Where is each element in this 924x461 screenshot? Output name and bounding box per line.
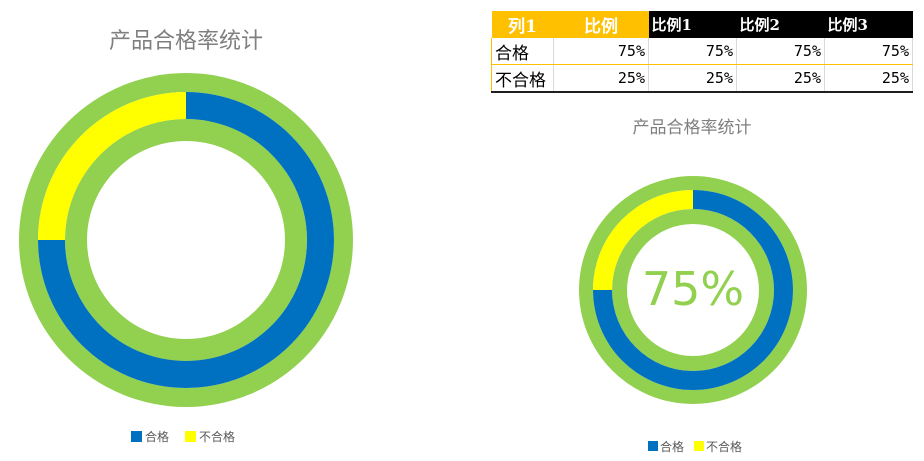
table-header-ratio1: 比例1 <box>648 11 737 38</box>
inner-ring-slice <box>64 118 307 362</box>
legend-label-fail: 不合格 <box>199 429 235 444</box>
legend-swatch-pass <box>648 441 658 451</box>
table-row: 不合格 25% 25% 25% 25% <box>491 64 913 93</box>
table-cell[interactable]: 25% <box>648 64 737 93</box>
legend-label-fail: 不合格 <box>706 439 742 454</box>
table-header-row: 列1 比例 比例1 比例2 比例3 <box>491 11 913 38</box>
chart-left-donut <box>19 73 353 407</box>
chart-right: 产品合格率统计 75% 合格 不合格 <box>579 118 807 454</box>
table-cell[interactable]: 25% <box>736 64 825 93</box>
table-cell[interactable]: 25% <box>553 64 649 93</box>
legend-swatch-pass <box>131 431 142 442</box>
table-cell[interactable]: 75% <box>648 38 737 65</box>
chart-right-title: 产品合格率统计 <box>633 118 752 138</box>
chart-left-legend: 合格 不合格 <box>131 429 235 444</box>
data-table: 列1 比例 比例1 比例2 比例3 合格 75% 75% 75% 75% 不合格… <box>491 11 913 93</box>
legend-swatch-fail <box>694 441 704 451</box>
table-header-ratio: 比例 <box>553 11 649 38</box>
table-cell[interactable]: 25% <box>824 64 913 93</box>
chart-right-legend: 合格 不合格 <box>648 439 742 454</box>
legend-label-pass: 合格 <box>660 439 684 454</box>
chart-right-center-label: 75% <box>642 262 744 316</box>
chart-left: 产品合格率统计 合格 不合格 <box>19 29 353 444</box>
legend-swatch-fail <box>185 431 196 442</box>
table-header-ratio2: 比例2 <box>736 11 825 38</box>
table-cell[interactable]: 75% <box>553 38 649 65</box>
slice-fail <box>38 92 186 240</box>
table-cell[interactable]: 合格 <box>491 38 554 65</box>
slice-fail <box>593 190 693 290</box>
table-row: 合格 75% 75% 75% 75% <box>491 38 913 65</box>
chart-left-title: 产品合格率统计 <box>109 29 263 54</box>
legend-label-pass: 合格 <box>145 429 169 444</box>
chart-right-donut <box>579 176 807 404</box>
table-header-ratio3: 比例3 <box>824 11 913 38</box>
table-cell[interactable]: 75% <box>824 38 913 65</box>
table-cell[interactable]: 75% <box>736 38 825 65</box>
table-header-col1: 列1 <box>491 11 554 38</box>
table-cell[interactable]: 不合格 <box>491 64 554 93</box>
